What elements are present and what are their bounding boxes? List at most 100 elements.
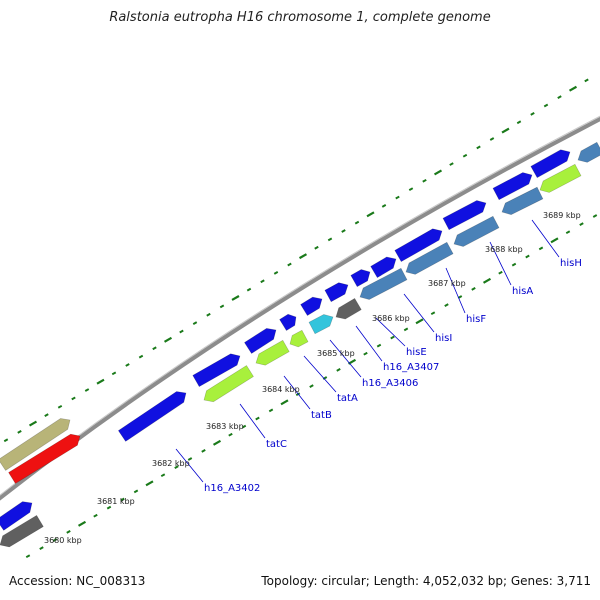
kbp-label: 3683 kbp [206, 422, 244, 431]
tick-mark [444, 303, 449, 307]
gene-label: hisA [512, 286, 533, 297]
gene-labels: h16_A3402 tatC tatB tatA h16_A3406 h16_A3407 h… [204, 258, 582, 494]
tick-mark [341, 229, 346, 233]
tick-mark [471, 287, 476, 291]
tick-mark [66, 530, 71, 534]
tick-mark [550, 237, 559, 244]
tick-mark [120, 497, 125, 502]
kbp-label: 3685 kbp [317, 349, 355, 358]
gene-arrow-hisH [539, 163, 582, 193]
tick-mark [314, 245, 319, 250]
tick-mark [525, 254, 530, 259]
tick-mark [592, 214, 598, 218]
tick-mark [449, 162, 454, 166]
tick-mark [138, 354, 144, 359]
gene-arrow [300, 296, 323, 316]
tick-mark [579, 222, 584, 226]
kbp-label: 3689 kbp [543, 211, 581, 220]
tick-mark [201, 449, 206, 453]
gene-arrow-h16-A3402 [117, 391, 187, 442]
tick-mark [160, 473, 166, 478]
kbp-label: 3681 kbp [97, 497, 135, 506]
tick-mark [390, 335, 395, 340]
kbp-label: 3680 kbp [44, 536, 82, 545]
leader-line [531, 219, 560, 258]
tick-mark [145, 480, 154, 487]
gene-label: hisI [435, 333, 452, 344]
tick-mark [381, 204, 387, 208]
tick-mark [309, 384, 314, 388]
backbone-highlight [0, 115, 600, 496]
leader-line [403, 293, 435, 333]
gene-arrow [0, 515, 44, 548]
tick-mark [482, 277, 492, 284]
tick-mark [584, 78, 589, 83]
tick-mark [152, 346, 157, 351]
kbp-labels: 3680 kbp 3681 kbp 3682 kbp 3683 kbp 3684 kbp… [44, 211, 581, 545]
tick-mark [516, 120, 522, 125]
leader-line [489, 241, 512, 286]
tick-mark [228, 432, 233, 437]
tick-mark [231, 295, 240, 301]
gene-label: h16_A3402 [204, 483, 260, 494]
tick-mark [192, 321, 198, 325]
leader-line [445, 267, 466, 314]
tick-mark [433, 169, 443, 176]
gene-label: tatA [337, 393, 358, 404]
gene-arrow [530, 149, 571, 179]
gene-label: h16_A3406 [362, 378, 418, 389]
gene-arrow [244, 328, 277, 354]
tick-mark [268, 408, 274, 413]
leader-line [239, 403, 266, 439]
leader-line [329, 339, 362, 378]
gene-label: hisF [466, 314, 486, 325]
tick-mark [174, 465, 179, 469]
tick-mark [219, 304, 225, 309]
tick-mark [96, 378, 105, 385]
gene-arrow [279, 313, 297, 331]
kbp-label: 3686 kbp [372, 314, 410, 323]
tick-mark [179, 329, 184, 334]
gene-label: h16_A3407 [383, 362, 439, 373]
tick-mark [543, 103, 549, 108]
gene-arrow-tatC [203, 365, 254, 403]
gene-arrow [192, 353, 241, 388]
tick-mark [376, 343, 382, 348]
kbp-label: 3682 kbp [152, 459, 190, 468]
tick-mark [44, 413, 49, 418]
gene-arrow [492, 172, 533, 201]
gene-arrow-hisF [453, 215, 500, 247]
tick-mark [106, 505, 112, 510]
tick-mark [565, 230, 571, 235]
tick-mark [415, 318, 424, 325]
gene-arrow [394, 228, 443, 263]
tick-mark [71, 396, 76, 401]
gene-arrow [324, 282, 349, 303]
tick-mark [462, 153, 468, 158]
summary-text: Topology: circular; Length: 4,052,032 bp… [261, 574, 591, 588]
tick-mark [260, 279, 265, 284]
gene-label: hisH [560, 258, 582, 269]
tick-mark [57, 404, 63, 409]
gene-arrow [442, 200, 487, 231]
gene-arrow-h16-A3406 [308, 314, 334, 335]
leader-line [355, 325, 383, 362]
leader-line [303, 355, 337, 393]
leader-line [283, 375, 311, 410]
tick-mark [241, 424, 247, 429]
label-leader-lines [175, 219, 560, 483]
tick-mark [354, 220, 360, 225]
tick-mark [17, 430, 22, 434]
gene-label: tatC [266, 439, 287, 450]
tick-mark [530, 111, 535, 116]
gene-arrow [0, 501, 33, 531]
gene-arrow-tatA [289, 329, 309, 348]
tick-mark [77, 520, 87, 527]
gene-arrow [0, 418, 71, 471]
tick-mark [422, 178, 427, 183]
tick-mark [489, 137, 495, 141]
tick-mark [511, 262, 517, 267]
tick-mark [403, 327, 409, 332]
tick-mark [498, 270, 503, 275]
